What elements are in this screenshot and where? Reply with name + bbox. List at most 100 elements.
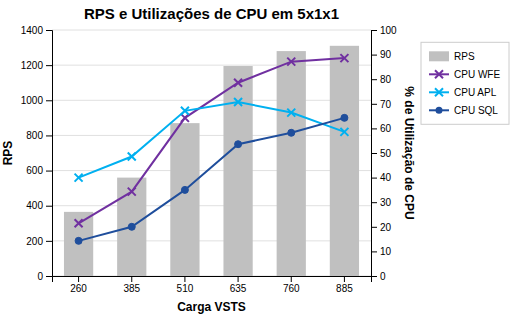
tick-mark <box>131 276 132 282</box>
tick-label: 385 <box>123 283 140 294</box>
tick: 510 <box>177 276 194 294</box>
title: RPS e Utilizações de CPU em 5x1x1 <box>84 5 339 22</box>
axis: 0 200 400 600 800 1000 1200 1400 <box>21 25 53 282</box>
tick-mark <box>46 206 52 207</box>
tick: 60 <box>371 123 392 134</box>
tick-mark <box>46 135 52 136</box>
tick-mark <box>291 276 292 282</box>
legend-marker <box>435 70 443 78</box>
tick: 200 <box>26 236 52 247</box>
tick-label: 50 <box>380 148 392 159</box>
tick-mark <box>371 178 377 179</box>
tick: 10 <box>371 246 392 257</box>
x-axis-title: Carga VSTS <box>177 300 246 314</box>
tick-mark <box>78 276 79 282</box>
marker <box>128 188 136 196</box>
legend-item: RPS <box>429 51 475 62</box>
tick-label: 1400 <box>21 25 44 36</box>
tick-mark <box>238 276 239 282</box>
grid-line <box>52 240 371 241</box>
tick: 50 <box>371 148 392 159</box>
tick-label: 0 <box>37 271 43 282</box>
marker <box>128 223 135 230</box>
legend-label: RPS <box>454 51 475 62</box>
tick: 1200 <box>21 60 52 71</box>
legend-item: CPU SQL <box>429 105 498 116</box>
tick-mark <box>371 104 377 105</box>
tick: 600 <box>26 165 52 176</box>
bar-series <box>64 46 359 276</box>
grid-line <box>52 65 371 66</box>
legend-marker <box>436 107 443 114</box>
axis: 0102030405060708090100 <box>371 25 397 282</box>
line <box>79 58 345 223</box>
tick: 260 <box>70 276 87 294</box>
marker <box>75 237 82 244</box>
legend-item: CPU APL <box>429 87 497 98</box>
marker <box>287 109 295 117</box>
chart: 2603855106357608850200400600800100012001… <box>0 0 516 318</box>
grid-line <box>52 135 371 136</box>
legend-label: CPU WFE <box>454 69 500 80</box>
tick: 885 <box>336 276 353 294</box>
line-series <box>75 98 349 182</box>
marker <box>181 186 188 193</box>
tick-label: 260 <box>70 283 87 294</box>
tick-mark <box>371 128 377 129</box>
tick: 0 <box>371 271 386 282</box>
tick-label: 200 <box>26 236 43 247</box>
tick: 800 <box>26 130 52 141</box>
line-series <box>75 54 349 227</box>
marker <box>181 107 189 115</box>
tick-mark <box>371 202 377 203</box>
tick-label: 20 <box>380 222 392 233</box>
tick-label: 10 <box>380 246 392 257</box>
marks <box>64 46 359 276</box>
plot: 2603855106357608850200400600800100012001… <box>1 25 416 314</box>
legend-label: CPU SQL <box>454 105 498 116</box>
y2-axis-title: % de Utilização de CPU <box>402 86 416 219</box>
tick-label: 510 <box>177 283 194 294</box>
legend-frame <box>421 42 509 124</box>
tick: 30 <box>371 197 392 208</box>
tick: 20 <box>371 222 392 233</box>
tick-mark <box>371 79 377 80</box>
tick-label: 400 <box>26 200 43 211</box>
tick: 70 <box>371 99 392 110</box>
tick: 80 <box>371 74 392 85</box>
tick-label: 800 <box>26 130 43 141</box>
tick: 0 <box>37 271 52 282</box>
tick-label: 885 <box>336 283 353 294</box>
marker <box>128 153 136 161</box>
tick-mark <box>46 30 52 31</box>
tick-mark <box>46 65 52 66</box>
tick: 635 <box>230 276 247 294</box>
axis-line <box>46 31 53 277</box>
bar <box>170 123 199 276</box>
marker <box>235 141 242 148</box>
tick-label: 760 <box>283 283 300 294</box>
grid <box>52 30 371 276</box>
tick-mark <box>46 171 52 172</box>
tick-mark <box>371 251 377 252</box>
line <box>79 118 345 241</box>
tick: 1000 <box>21 95 52 106</box>
legend-swatch <box>429 51 449 61</box>
tick: 90 <box>371 49 392 60</box>
tick-mark <box>184 276 185 282</box>
tick-label: 70 <box>380 99 392 110</box>
grid-line <box>52 30 371 31</box>
marker <box>341 114 348 121</box>
axis-line <box>53 277 372 283</box>
tick-mark <box>46 276 52 277</box>
marker <box>234 79 242 87</box>
line-series <box>75 114 348 244</box>
tick-label: 1200 <box>21 60 44 71</box>
legend-marker <box>435 88 443 96</box>
tick: 400 <box>26 200 52 211</box>
tick-label: 600 <box>26 165 43 176</box>
legend-item: CPU WFE <box>429 69 500 80</box>
tick-label: 90 <box>380 49 392 60</box>
tick-mark <box>46 241 52 242</box>
tick-label: 30 <box>380 197 392 208</box>
